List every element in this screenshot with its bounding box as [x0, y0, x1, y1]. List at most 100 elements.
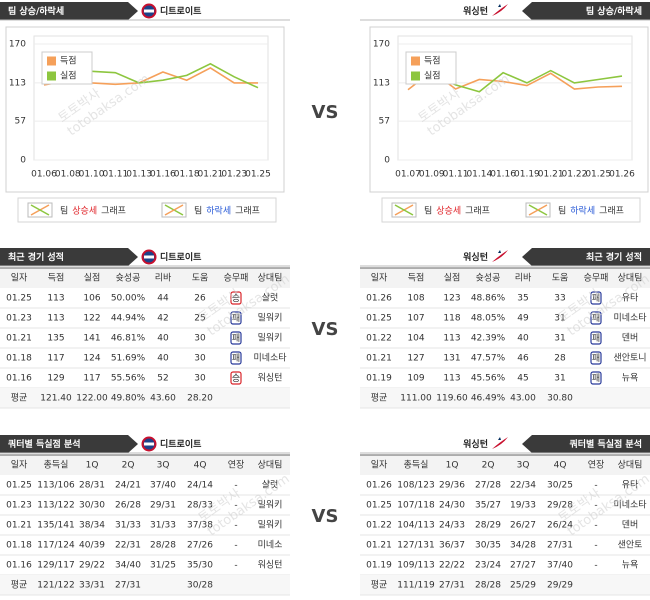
team-logo-band	[144, 442, 154, 446]
table-cell: 129/117	[37, 561, 74, 571]
trend-suffix: 그래프	[599, 205, 624, 216]
result-label: 승	[232, 373, 240, 384]
table-cell: 01.26	[366, 294, 392, 304]
table-cell: 27/31	[115, 581, 141, 591]
table-cell: 밀워키	[258, 312, 283, 324]
trend-prefix: 팀	[194, 204, 202, 216]
header-title: 팀 상승/하락세	[586, 5, 642, 17]
table-cell: 49.80%	[111, 394, 146, 404]
table-cell: 46.81%	[111, 334, 146, 344]
table-cell: 01.21	[6, 521, 32, 531]
table-header-row	[0, 455, 290, 475]
table-cell: 28	[554, 354, 566, 364]
team-logo-star	[498, 4, 501, 7]
header-tab	[522, 2, 650, 20]
table-cell: 122.00	[76, 394, 108, 404]
table-cell: 107	[407, 314, 424, 324]
table-cell: 뉴욕	[622, 560, 639, 571]
table-cell: 샬럿	[262, 292, 279, 304]
team-logo-star	[498, 437, 501, 440]
table-header-row	[0, 268, 290, 288]
team-name: 워싱턴	[463, 251, 488, 263]
column-header: 총득실	[404, 460, 429, 471]
table-cell: 40/39	[79, 541, 105, 551]
column-header: 연장	[588, 460, 605, 471]
column-header: 연장	[228, 460, 245, 471]
column-header: 4Q	[194, 461, 207, 471]
table-cell: 37/40	[547, 561, 573, 571]
table-cell: 113	[443, 334, 460, 344]
table-cell: 104/113	[397, 521, 434, 531]
table-cell: 27/31	[439, 581, 465, 591]
column-header: 슛성공	[476, 273, 501, 284]
y-tick-label: 0	[384, 156, 390, 166]
table-cell: 01.26	[366, 481, 392, 491]
table-cell: 샌안토니	[613, 353, 646, 364]
result-badge	[590, 351, 602, 365]
x-tick-label: 01.14	[466, 170, 492, 180]
result-label: 패	[592, 313, 600, 324]
result-badge	[590, 371, 602, 385]
trend-icon-line	[164, 204, 184, 216]
table-cell: 워싱턴	[258, 373, 283, 384]
table-cell: 뉴욕	[622, 373, 639, 384]
team-logo	[492, 4, 508, 16]
team-name: 디트로이트	[160, 438, 202, 450]
table-cell: -	[594, 481, 597, 491]
x-tick-label: 01.23	[221, 170, 247, 180]
average-row	[360, 388, 650, 408]
result-badge	[230, 311, 242, 325]
x-tick-label: 01.13	[126, 170, 152, 180]
table-cell: 48.05%	[471, 314, 506, 324]
x-tick-label: 01.11	[443, 170, 469, 180]
table-cell: 45	[517, 374, 528, 384]
column-header: 도움	[192, 273, 209, 284]
team-logo	[492, 250, 508, 262]
table-cell: 01.25	[366, 501, 392, 511]
table-cell: 113	[47, 314, 64, 324]
table-cell: 117/124	[37, 541, 75, 551]
table-cell: 29/22	[79, 561, 105, 571]
table-cell: 111/119	[397, 581, 435, 591]
y-tick-label: 113	[9, 78, 26, 88]
table-cell: 43.60	[150, 394, 176, 404]
header-title: 쿼터별 득실점 분석	[8, 438, 81, 450]
result-label: 패	[592, 353, 600, 364]
legend-label: 실점	[60, 70, 77, 82]
column-header: 4Q	[554, 461, 567, 471]
table-cell: 55.56%	[111, 374, 146, 384]
table-cell: 29/31	[150, 501, 176, 511]
result-label: 패	[592, 293, 600, 304]
table-cell: 01.25	[6, 481, 32, 491]
table-cell: 28.20	[187, 394, 213, 404]
table-cell: 01.18	[6, 354, 32, 364]
table-cell: 141	[83, 334, 100, 344]
team-name: 디트로이트	[160, 251, 202, 263]
table-cell: 27/27	[510, 561, 536, 571]
table-cell: 38/34	[79, 521, 105, 531]
table-cell: 평균	[371, 580, 388, 591]
column-header: 3Q	[517, 461, 530, 471]
result-label: 승	[232, 293, 240, 304]
table-cell: 밀워키	[258, 499, 283, 511]
trend-prefix: 팀	[424, 204, 432, 216]
table-cell: 01.22	[366, 334, 392, 344]
trend-icon-line	[30, 204, 50, 216]
table-cell: 117	[83, 374, 100, 384]
result-badge	[590, 331, 602, 345]
table-cell: 26/28	[115, 501, 141, 511]
average-row	[0, 575, 290, 595]
header-tab	[522, 248, 650, 266]
x-tick-label: 01.07	[395, 170, 421, 180]
table-cell: 01.25	[6, 294, 32, 304]
table-cell: 덴버	[622, 333, 639, 344]
table-cell: 01.19	[366, 374, 392, 384]
table-cell: 33	[554, 294, 565, 304]
table-cell: 121.40	[40, 394, 72, 404]
table-cell: 25	[194, 314, 205, 324]
trend-highlight: 하락세	[570, 204, 595, 216]
legend-label: 득점	[424, 55, 441, 67]
trend-legend-label: 팀 하락세 그래프	[194, 204, 260, 216]
table-cell: 31/33	[115, 521, 141, 531]
table-cell: 유타	[622, 293, 639, 304]
